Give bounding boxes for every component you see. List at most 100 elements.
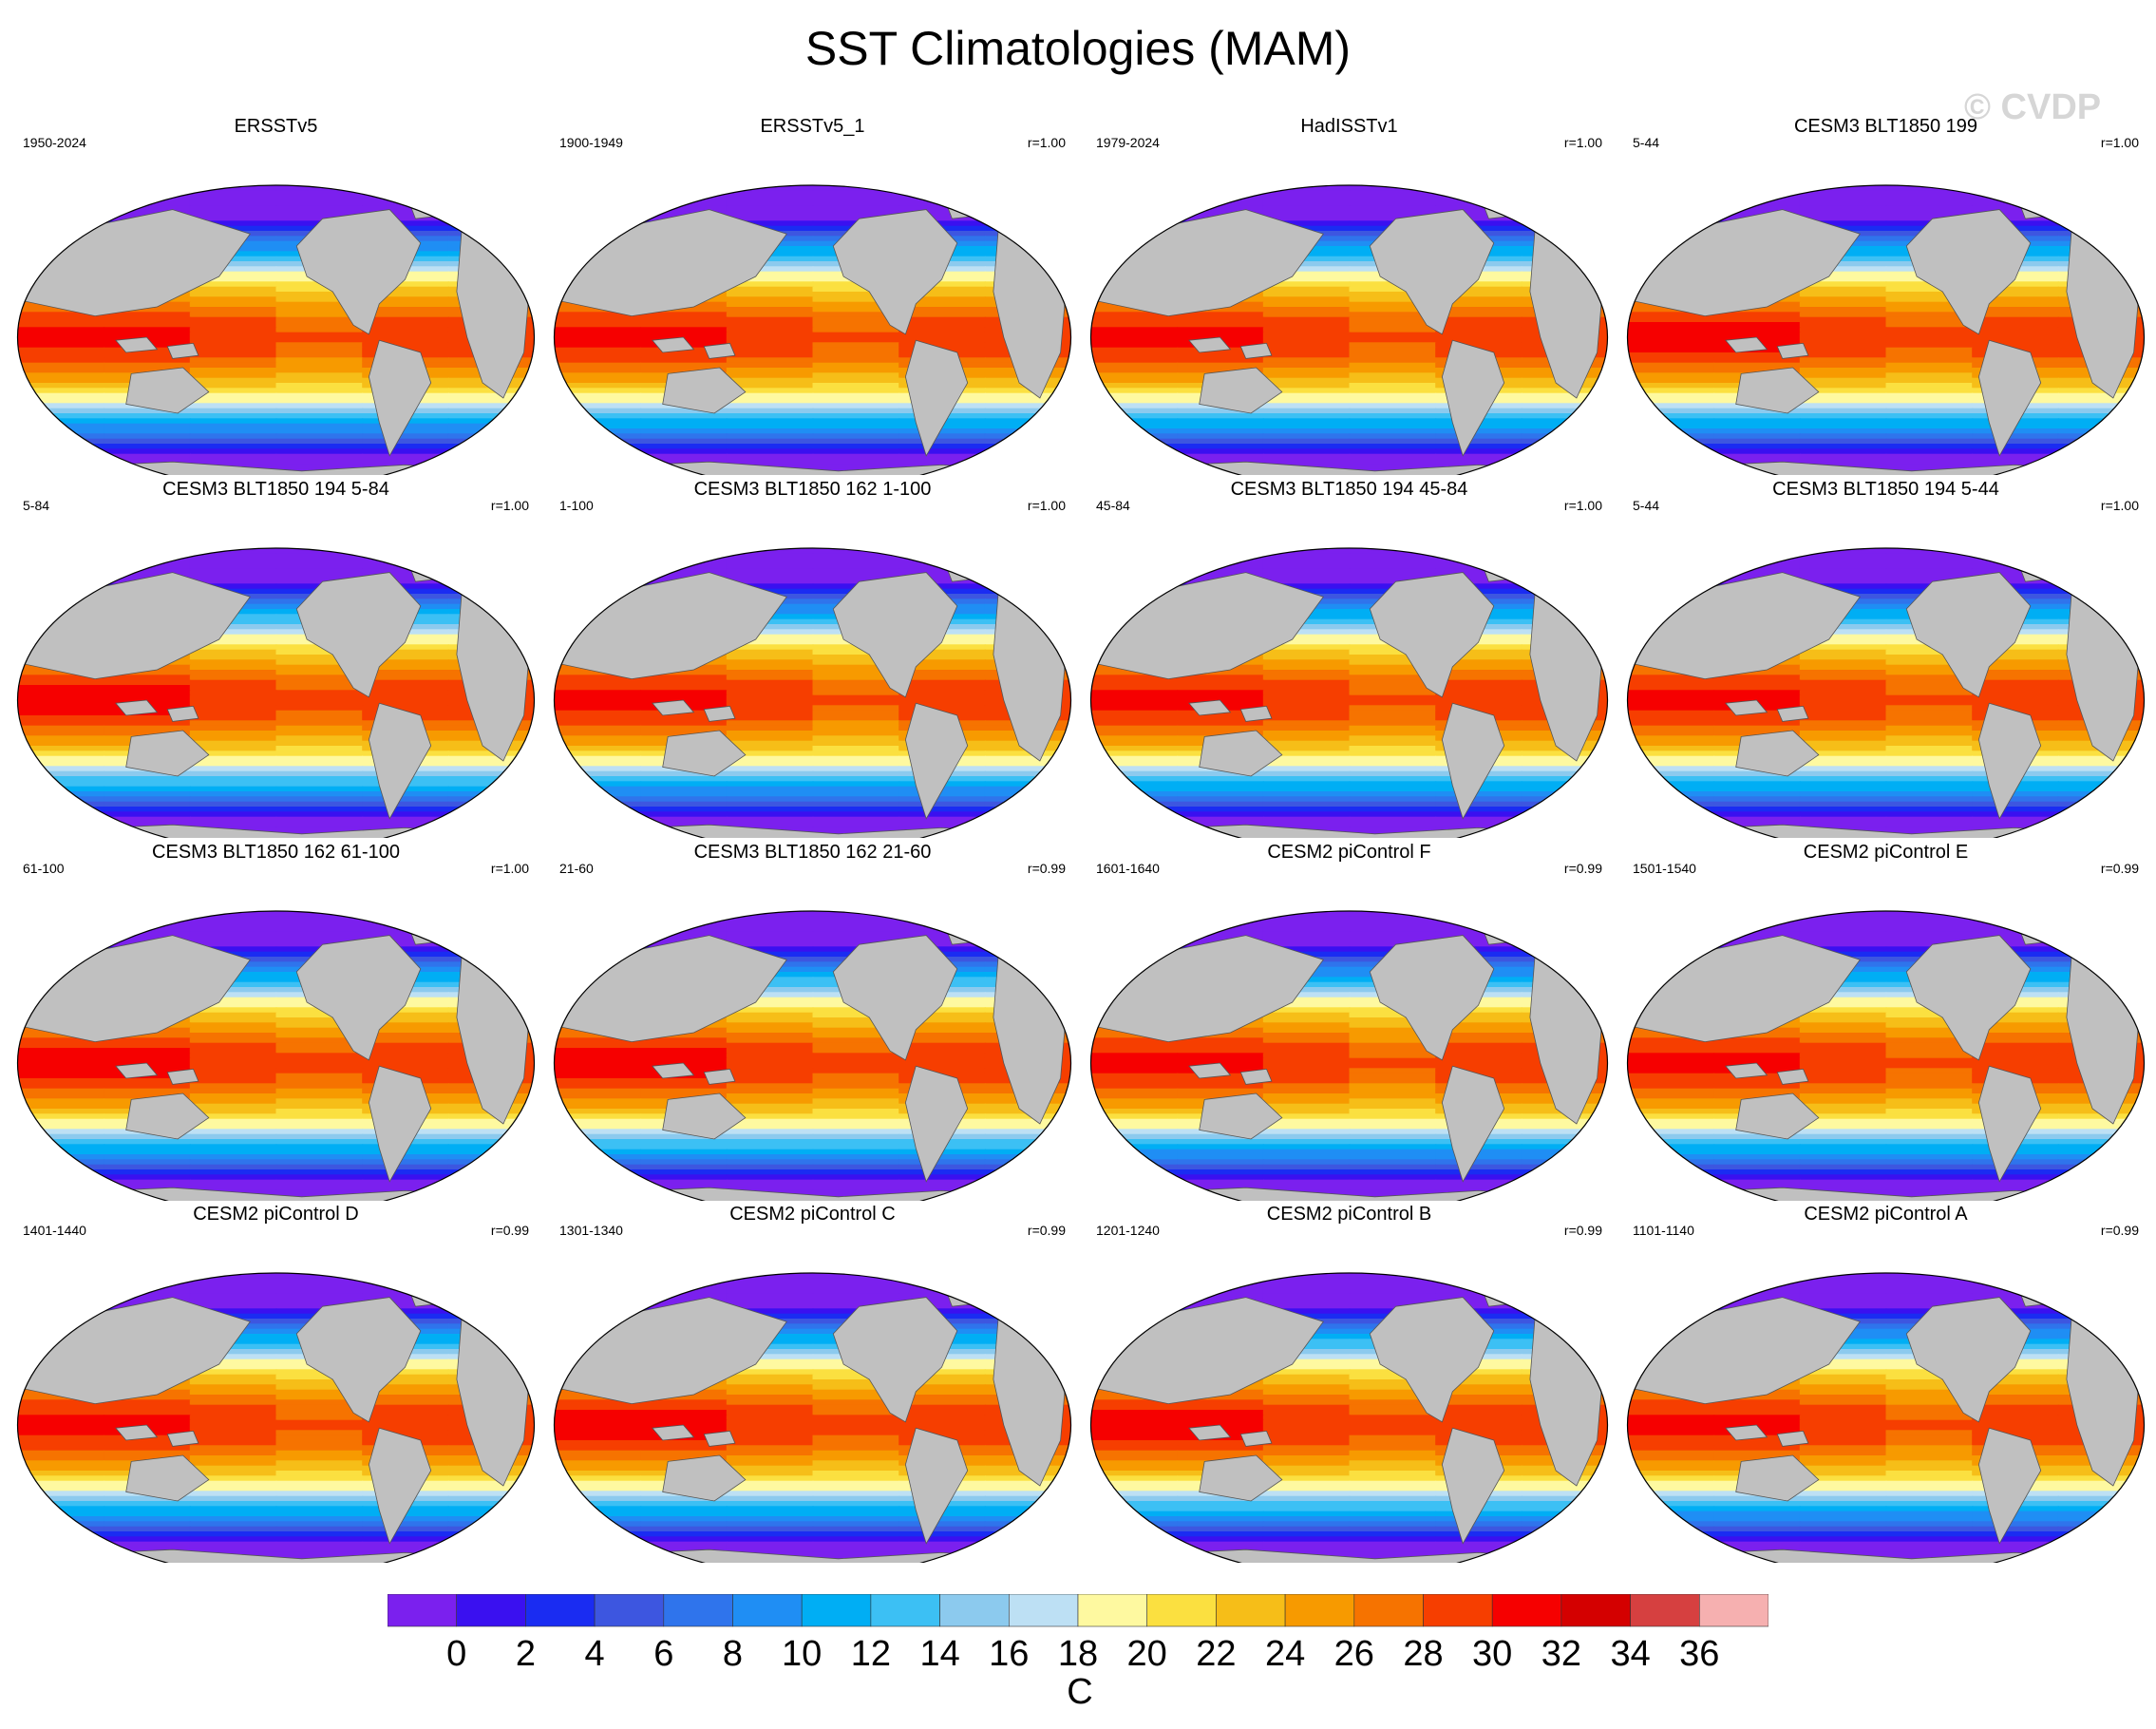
sst-contour-band xyxy=(1090,816,1179,823)
sst-contour-band xyxy=(640,796,728,803)
sst-contour-band xyxy=(1885,357,1974,364)
sst-contour-band xyxy=(362,1374,449,1380)
sst-contour-band xyxy=(984,563,1071,570)
sst-contour-band xyxy=(1972,1022,2059,1029)
sst-contour-band xyxy=(1799,796,1887,803)
sst-contour-band xyxy=(1627,362,1715,369)
sst-contour-band xyxy=(554,766,642,772)
sst-contour-band xyxy=(812,1033,900,1039)
sst-contour-band xyxy=(1799,766,1887,772)
sst-contour-band xyxy=(104,1057,191,1064)
sst-contour-band xyxy=(104,1495,191,1502)
sst-contour-band xyxy=(17,210,105,217)
land-mass xyxy=(1735,367,1820,414)
sst-contour-band xyxy=(189,740,277,747)
sst-contour-band xyxy=(898,816,986,823)
sst-contour-band xyxy=(189,423,277,429)
sst-contour-band xyxy=(726,1343,814,1350)
sst-contour-band xyxy=(1262,185,1351,192)
sst-contour-band xyxy=(1262,1098,1351,1105)
sst-contour-band xyxy=(362,583,449,590)
sst-contour-band xyxy=(1885,916,1974,922)
sst-contour-band xyxy=(1262,1133,1351,1140)
sst-contour-band xyxy=(1262,448,1351,455)
sst-contour-band xyxy=(640,690,728,696)
sst-contour-band xyxy=(984,766,1071,772)
sst-contour-band xyxy=(726,629,814,636)
sst-contour-band xyxy=(1262,705,1351,712)
sst-contour-band xyxy=(2057,563,2145,570)
sst-contour-band xyxy=(275,1293,364,1300)
sst-contour-band xyxy=(1349,1027,1437,1034)
map-border xyxy=(553,184,1072,475)
sst-contour-band xyxy=(554,755,642,762)
sst-contour-band xyxy=(898,911,986,918)
sst-contour-band xyxy=(726,770,814,777)
land-mass xyxy=(125,1092,210,1140)
sst-contour-band xyxy=(984,796,1071,803)
sst-contour-band xyxy=(898,322,986,329)
sst-contour-band xyxy=(554,468,642,475)
sst-contour-band xyxy=(1885,296,1974,303)
sst-contour-band xyxy=(189,583,277,590)
sst-contour-band xyxy=(362,1159,449,1166)
sst-contour-band xyxy=(362,1379,449,1386)
sst-contour-band xyxy=(1885,766,1974,772)
sst-contour-band xyxy=(726,377,814,384)
sst-contour-band xyxy=(1627,911,1715,918)
sst-contour-band xyxy=(726,766,814,772)
sst-contour-band xyxy=(1885,413,1974,420)
sst-contour-band xyxy=(1262,1139,1351,1146)
sst-contour-band xyxy=(898,332,986,338)
sst-contour-band xyxy=(1885,383,1974,390)
sst-contour-band xyxy=(812,761,900,768)
sst-contour-band xyxy=(1885,316,1974,323)
sst-contour-band xyxy=(726,1354,814,1360)
sst-contour-band xyxy=(1799,685,1887,692)
sst-contour-band xyxy=(812,377,900,384)
sst-contour-band xyxy=(17,720,105,727)
sst-contour-band xyxy=(812,327,900,333)
sst-contour-band xyxy=(812,444,900,450)
sst-contour-band xyxy=(189,398,277,405)
sst-contour-band xyxy=(726,418,814,425)
sst-contour-band xyxy=(898,327,986,333)
sst-contour-band xyxy=(447,831,535,838)
sst-contour-band xyxy=(2057,1194,2145,1201)
sst-contour-band xyxy=(275,216,364,222)
sst-contour-band xyxy=(17,474,105,475)
sst-contour-band xyxy=(189,1460,277,1467)
sst-contour-band xyxy=(640,1144,728,1150)
sst-contour-band xyxy=(275,418,364,425)
sst-contour-band xyxy=(189,1149,277,1155)
sst-contour-band xyxy=(1521,946,1608,953)
sst-contour-band xyxy=(17,1159,105,1166)
sst-contour-band xyxy=(726,185,814,192)
sst-contour-band xyxy=(640,438,728,445)
sst-contour-band xyxy=(1262,776,1351,783)
sst-contour-band xyxy=(17,553,105,560)
sst-contour-band xyxy=(189,1037,277,1044)
sst-contour-band xyxy=(984,811,1071,818)
sst-contour-band xyxy=(726,1088,814,1094)
sst-contour-band xyxy=(104,433,191,440)
sst-contour-band xyxy=(1627,548,1715,555)
sst-contour-band xyxy=(1090,1098,1179,1105)
sst-contour-band xyxy=(898,573,986,580)
sst-contour-band xyxy=(362,796,449,803)
sst-contour-band xyxy=(1713,418,1801,425)
sst-contour-band xyxy=(726,568,814,575)
sst-contour-band xyxy=(362,1293,449,1300)
sst-contour-band xyxy=(812,649,900,656)
sst-contour-band xyxy=(447,1475,535,1482)
sst-contour-band xyxy=(1885,553,1974,560)
sst-contour-band xyxy=(189,190,277,197)
sst-contour-band xyxy=(189,624,277,631)
sst-contour-band xyxy=(362,1048,449,1054)
sst-contour-band xyxy=(17,1308,105,1315)
sst-contour-band xyxy=(1435,936,1522,942)
sst-contour-band xyxy=(275,1495,364,1502)
sst-contour-band xyxy=(1799,205,1887,212)
sst-contour-band xyxy=(984,413,1071,420)
sst-contour-band xyxy=(812,1164,900,1170)
